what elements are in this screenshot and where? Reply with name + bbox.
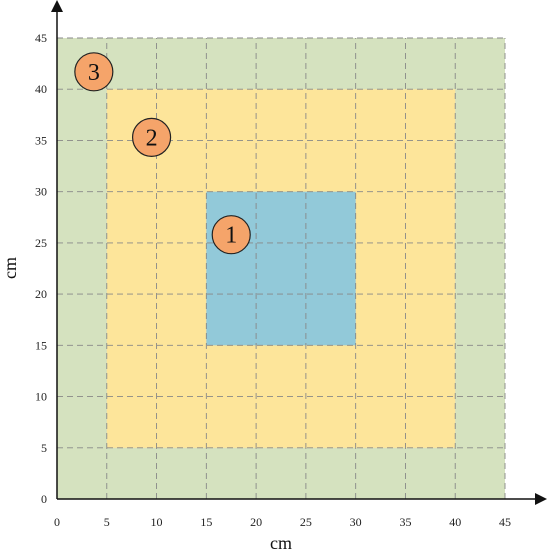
x-tick-label: 15	[200, 515, 212, 529]
region-markers: 1 2 3	[74, 52, 251, 255]
marker-circle	[131, 117, 172, 157]
y-tick-label: 45	[35, 31, 47, 45]
y-tick-label: 15	[35, 338, 47, 352]
y-tick-label: 0	[41, 492, 47, 506]
x-tick-label: 25	[300, 515, 312, 529]
y-axis-label: cm	[0, 257, 20, 279]
x-tick-label: 10	[151, 515, 163, 529]
x-tick-label: 20	[250, 515, 262, 529]
region-marker-3: 3	[74, 52, 114, 92]
marker-circle	[74, 52, 114, 92]
marker-circle	[211, 215, 251, 255]
x-tick-label: 40	[449, 515, 461, 529]
y-tick-label: 5	[41, 441, 47, 455]
y-tick-label: 40	[35, 82, 47, 96]
grid	[57, 37, 506, 499]
marker-label: 2	[146, 125, 158, 151]
region-inner	[206, 191, 356, 346]
y-tick-label: 30	[35, 185, 47, 199]
x-axis-label: cm	[270, 533, 292, 553]
x-tick-label: 5	[104, 515, 110, 529]
y-tick-label: 25	[35, 236, 47, 250]
regions	[57, 38, 505, 499]
tick-labels: 0 5 10 15 20 25 30 35 40 45 0 5 10 15 20 25 30 35 40 45	[35, 31, 511, 529]
x-tick-label: 0	[54, 515, 60, 529]
x-tick-label: 45	[499, 515, 511, 529]
y-tick-label: 20	[35, 287, 47, 301]
region-marker-1: 1	[211, 215, 251, 255]
y-tick-label: 35	[35, 133, 47, 147]
x-tick-label: 35	[399, 515, 411, 529]
marker-label: 3	[88, 60, 100, 86]
region-marker-2: 2	[131, 117, 172, 157]
axes	[51, 0, 547, 505]
y-tick-label: 10	[35, 390, 47, 404]
marker-label: 1	[225, 223, 237, 249]
x-tick-label: 30	[350, 515, 362, 529]
